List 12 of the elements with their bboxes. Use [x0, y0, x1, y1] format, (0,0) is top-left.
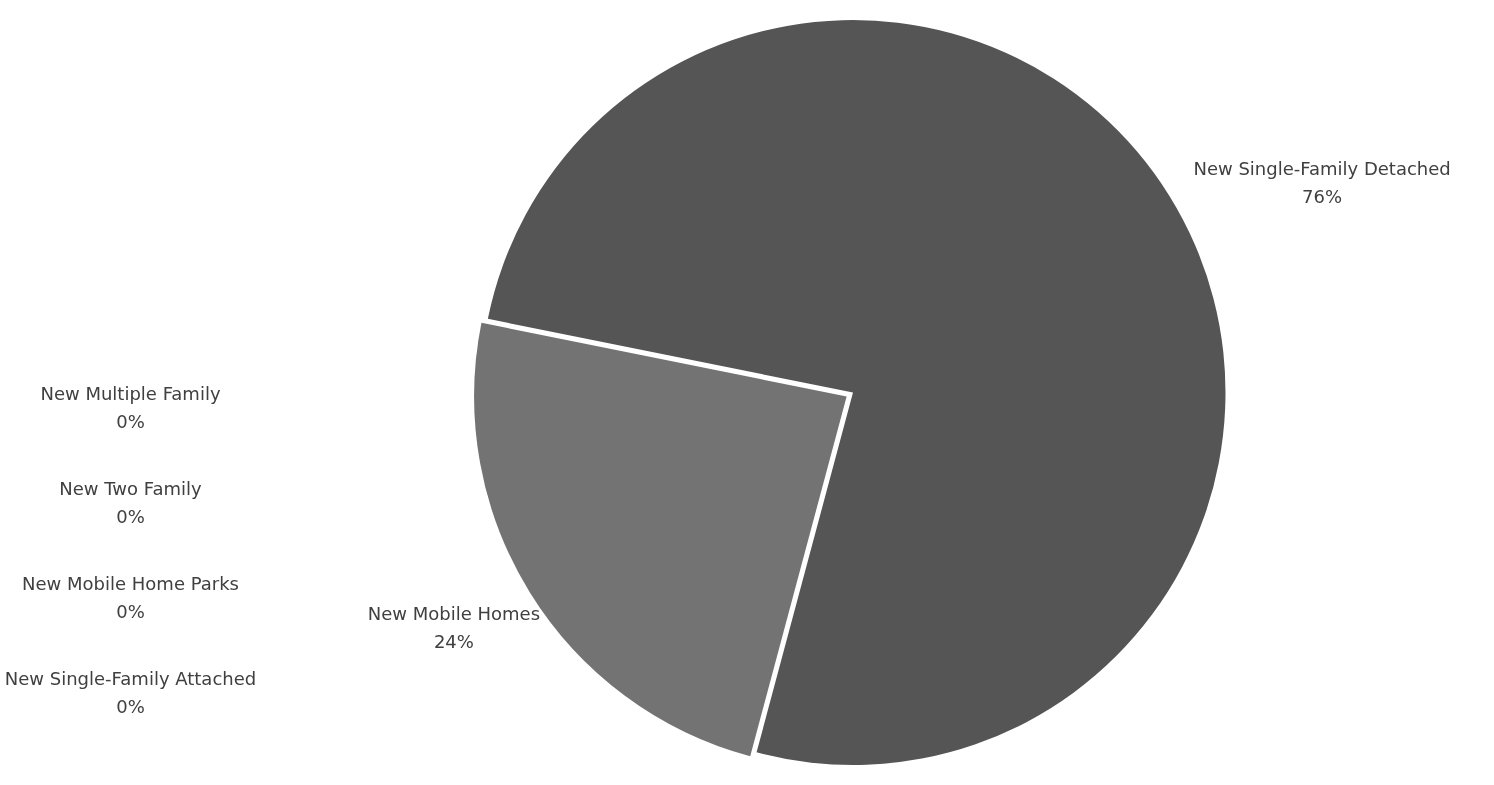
category-label: New Multiple Family — [40, 382, 221, 404]
slice-label: New Mobile Homes — [367, 602, 541, 624]
category-label: New Single-Family Attached — [4, 667, 257, 689]
text: 0% — [116, 695, 145, 717]
data-label: 24% — [433, 630, 474, 652]
text: 0% — [116, 505, 145, 527]
slice-label: New Single-Family Detached — [1193, 157, 1451, 179]
text: 0% — [116, 600, 145, 622]
category-label: New Two Family — [59, 477, 202, 499]
text: 0% — [116, 410, 145, 432]
data-label: 76% — [1302, 185, 1343, 207]
category-label: New Mobile Home Parks — [22, 572, 239, 594]
